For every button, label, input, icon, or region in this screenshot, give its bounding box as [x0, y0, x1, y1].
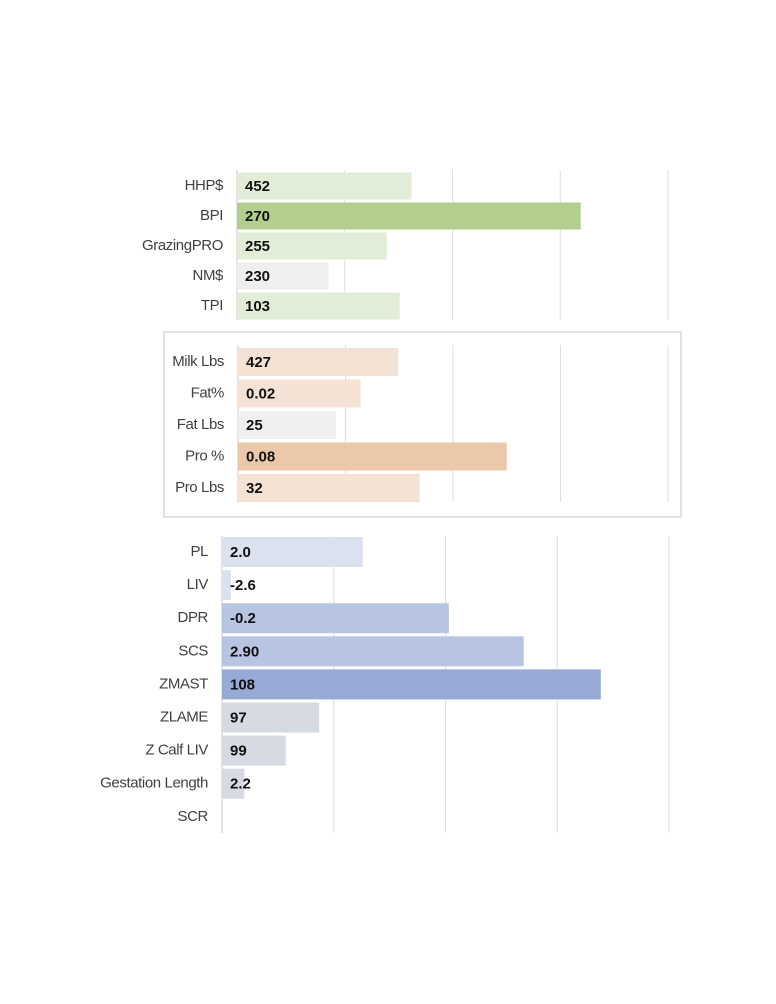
value-label: 2.90	[230, 643, 259, 660]
category-label: Milk Lbs	[172, 353, 224, 370]
value-label: 103	[245, 298, 270, 315]
bar	[222, 669, 601, 700]
bar	[222, 768, 245, 799]
value-label: 255	[245, 238, 270, 255]
value-label: 0.02	[246, 385, 275, 402]
value-label: 99	[230, 743, 247, 760]
category-label: SCS	[178, 642, 208, 659]
value-label: -2.6	[230, 577, 256, 594]
value-label: 0.08	[246, 448, 275, 465]
category-label: BPI	[200, 207, 223, 224]
category-label: TPI	[201, 297, 223, 314]
value-label: 25	[246, 417, 263, 434]
bar	[237, 292, 400, 320]
bar	[237, 172, 412, 200]
category-label: ZLAME	[160, 708, 208, 725]
category-label: PL	[190, 543, 208, 560]
bar	[222, 603, 449, 634]
category-label: ZMAST	[159, 675, 208, 692]
bar	[222, 702, 320, 733]
bar	[237, 262, 329, 290]
value-label: 230	[245, 268, 270, 285]
bar	[238, 411, 336, 439]
value-label: 108	[230, 676, 255, 693]
value-label: 270	[245, 208, 270, 225]
category-label: DPR	[178, 609, 209, 626]
category-label: GrazingPRO	[142, 237, 223, 254]
value-label: 32	[246, 480, 263, 497]
value-label: -0.2	[230, 610, 256, 627]
panel-border	[163, 331, 682, 518]
value-label: 2.2	[230, 776, 251, 793]
category-label: SCR	[178, 808, 209, 825]
bar	[238, 442, 507, 471]
bar	[222, 735, 286, 766]
value-label: 2.0	[230, 544, 251, 561]
category-label: Z Calf LIV	[145, 742, 208, 759]
bar	[237, 232, 387, 260]
category-label: Fat%	[191, 384, 224, 401]
bar	[222, 570, 231, 601]
bar	[238, 474, 420, 502]
bar	[238, 348, 399, 376]
category-label: Fat Lbs	[177, 416, 224, 433]
category-label: Gestation Length	[100, 775, 208, 792]
category-label: HHP$	[185, 177, 224, 194]
bar	[222, 537, 363, 567]
category-label: Pro Lbs	[175, 479, 224, 496]
value-label: 452	[245, 178, 270, 195]
category-label: Pro %	[185, 447, 224, 464]
bar	[222, 636, 524, 667]
value-label: 427	[246, 354, 271, 371]
bar	[237, 202, 581, 230]
category-label: LIV	[187, 576, 209, 593]
value-label: 97	[230, 709, 247, 726]
category-label: NM$	[193, 267, 225, 284]
bar	[238, 379, 361, 408]
